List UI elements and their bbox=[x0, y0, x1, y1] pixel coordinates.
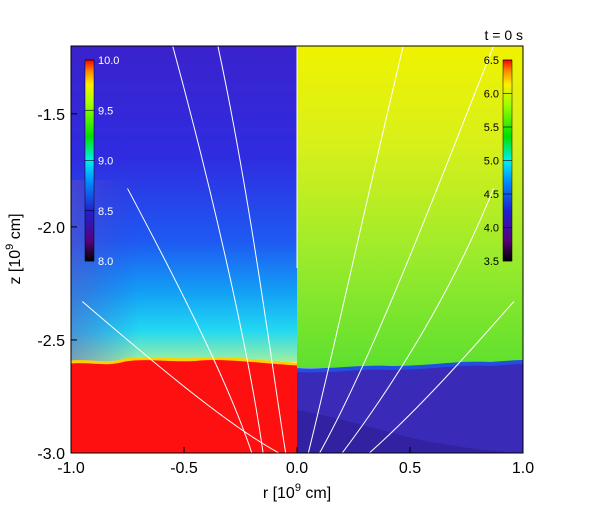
left-chromosphere bbox=[71, 358, 297, 453]
x-axis: -1.0 -0.5 0.0 0.5 1.0 bbox=[57, 447, 534, 477]
field-line bbox=[81, 301, 280, 453]
x-tick-label: -0.5 bbox=[170, 460, 198, 477]
colorbar-tick-label: 5.0 bbox=[484, 156, 499, 168]
field-line bbox=[307, 46, 404, 453]
y-tick-label: -2.0 bbox=[37, 220, 65, 237]
field-line bbox=[127, 188, 253, 453]
right-chromosphere-dark bbox=[297, 410, 523, 453]
x-tick-label: -1.0 bbox=[57, 460, 85, 477]
colorbar-tick-label: 8.5 bbox=[98, 206, 113, 218]
x-axis-label: r [109 cm] bbox=[263, 482, 331, 502]
colorbar-tick-label: 8.0 bbox=[98, 256, 113, 268]
y-axis-label: z [109 cm] bbox=[4, 213, 24, 284]
x-tick-label: 0.5 bbox=[399, 460, 421, 477]
field-line bbox=[172, 46, 264, 453]
right-transition-edge bbox=[296, 360, 523, 373]
field-line bbox=[217, 46, 287, 453]
left-field-shade bbox=[71, 180, 297, 362]
time-label: t = 0 s bbox=[484, 27, 523, 43]
field-line bbox=[341, 188, 495, 453]
field-line bbox=[368, 301, 515, 453]
right-field-upper bbox=[297, 46, 523, 368]
right-colorbar-ticks: 6.5 6.0 5.5 5.0 4.5 4.0 3.5 bbox=[484, 55, 512, 268]
y-axis: -1.5 -2.0 -2.5 -3.0 bbox=[37, 107, 77, 463]
x-tick-label: 1.0 bbox=[512, 460, 534, 477]
y-tick-label: -3.0 bbox=[37, 446, 65, 463]
colorbar-tick-label: 6.5 bbox=[484, 55, 499, 67]
left-colorbar-ticks: 10.0 9.5 9.0 8.5 8.0 bbox=[85, 55, 119, 268]
colorbar-tick-label: 10.0 bbox=[98, 55, 119, 67]
colorbar-tick-label: 4.0 bbox=[484, 223, 499, 235]
field-line bbox=[319, 46, 495, 453]
colorbar-tick-label: 9.5 bbox=[98, 105, 113, 117]
plot-field bbox=[71, 46, 523, 453]
colorbar-tick-label: 4.5 bbox=[484, 189, 499, 201]
y-tick-label: -2.5 bbox=[37, 333, 65, 350]
colorbar-tick-label: 5.5 bbox=[484, 122, 499, 134]
field-lines bbox=[81, 46, 515, 453]
colorbar-tick-label: 6.0 bbox=[484, 89, 499, 101]
x-tick-label: 0.0 bbox=[286, 460, 308, 477]
colorbar-tick-label: 9.0 bbox=[98, 156, 113, 168]
left-transition-edge bbox=[71, 357, 298, 366]
colorbar-tick-label: 3.5 bbox=[484, 256, 499, 268]
y-tick-label: -1.5 bbox=[37, 107, 65, 124]
